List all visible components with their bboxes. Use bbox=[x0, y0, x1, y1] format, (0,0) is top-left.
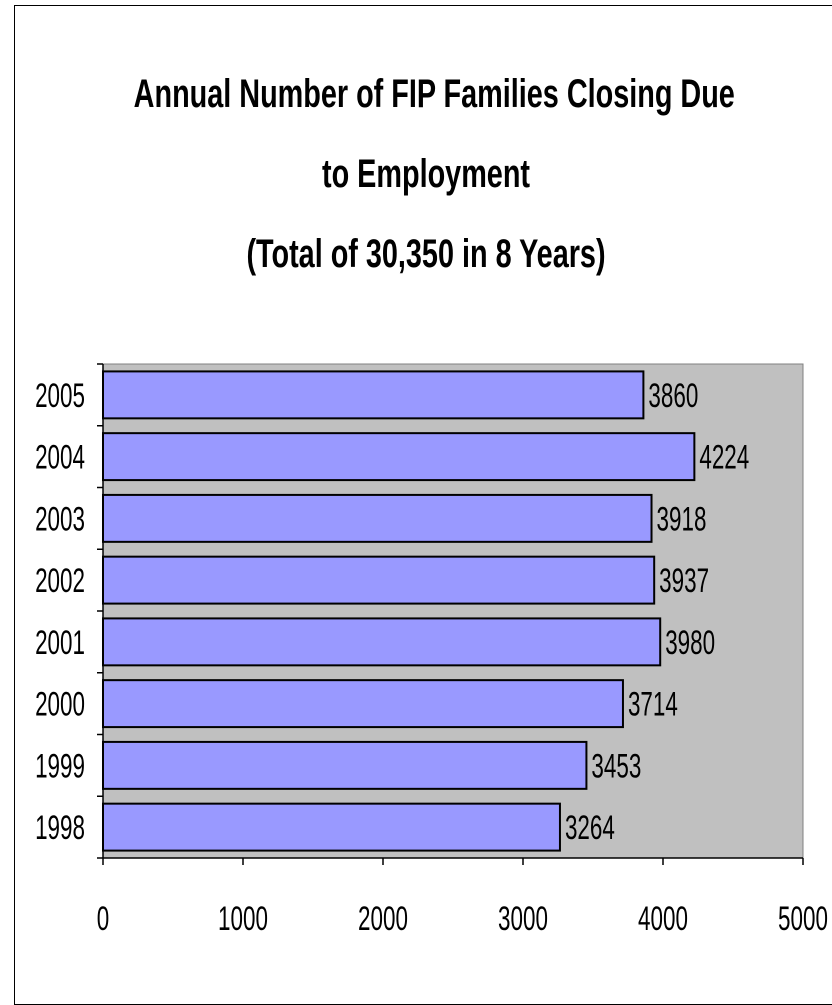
x-tick-label-0: 0 bbox=[97, 900, 109, 938]
data-label-2002: 3937 bbox=[659, 563, 709, 601]
data-label-2004: 4224 bbox=[699, 439, 749, 477]
x-tick-label-5000: 5000 bbox=[778, 900, 828, 938]
category-label-2004: 2004 bbox=[35, 439, 85, 477]
bar-1998 bbox=[102, 802, 561, 852]
x-tick-label-3000: 3000 bbox=[498, 900, 548, 938]
category-label-2003: 2003 bbox=[35, 501, 85, 539]
chart-title-line-1: Annual Number of FIP Families Closing Du… bbox=[133, 72, 735, 116]
data-label-1998: 3264 bbox=[565, 810, 615, 848]
bar-2005 bbox=[102, 370, 645, 420]
category-label-2000: 2000 bbox=[35, 686, 85, 724]
bar-2001 bbox=[102, 617, 662, 667]
chart-title-line-2: to Employment bbox=[321, 152, 531, 196]
data-label-2000: 3714 bbox=[628, 686, 678, 724]
data-label-1999: 3453 bbox=[591, 748, 641, 786]
category-label-1999: 1999 bbox=[35, 748, 85, 786]
category-label-2005: 2005 bbox=[35, 377, 85, 415]
bar-2002 bbox=[102, 555, 656, 605]
category-label-2002: 2002 bbox=[35, 563, 85, 601]
bar-2004 bbox=[102, 432, 696, 482]
data-label-2001: 3980 bbox=[665, 624, 715, 662]
axes-layer bbox=[97, 363, 804, 865]
x-tick-label-4000: 4000 bbox=[638, 900, 688, 938]
chart-title-line-3: (Total of 30,350 in 8 Years) bbox=[246, 232, 606, 276]
data-label-2005: 3860 bbox=[648, 377, 698, 415]
bars-layer bbox=[102, 370, 696, 852]
x-tick-label-1000: 1000 bbox=[218, 900, 268, 938]
category-label-2001: 2001 bbox=[35, 624, 85, 662]
x-tick-label-2000: 2000 bbox=[358, 900, 408, 938]
data-label-2003: 3918 bbox=[657, 501, 707, 539]
bar-2003 bbox=[102, 493, 653, 543]
labels-layer: 3860 2005 4224 2004 3918 2003 3937 2002 3980 2001… bbox=[35, 377, 828, 938]
bar-2000 bbox=[102, 679, 624, 729]
bar-1999 bbox=[102, 740, 588, 790]
category-label-1998: 1998 bbox=[35, 810, 85, 848]
